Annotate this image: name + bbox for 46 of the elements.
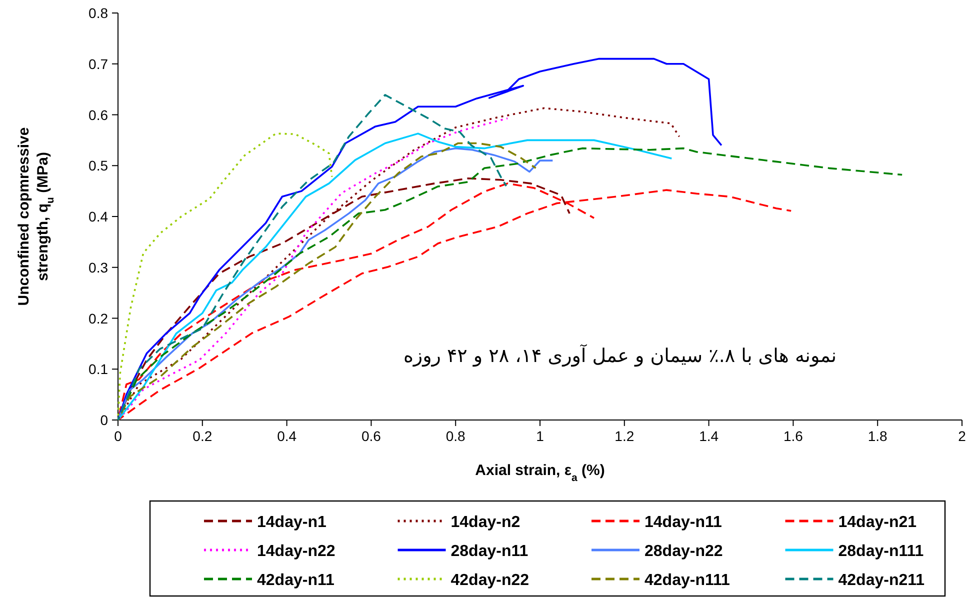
- legend-label: 42day-n22: [450, 572, 530, 589]
- y-tick-label: 0.2: [88, 310, 108, 326]
- y-tick-label: 0.8: [88, 5, 108, 21]
- legend-item: 42day-n11: [204, 572, 334, 589]
- x-tick-label: 1.4: [699, 428, 719, 444]
- legend-label: 14day-n11: [644, 514, 722, 531]
- legend-item: 42day-n111: [592, 572, 730, 589]
- legend-item: 14day-n2: [398, 514, 520, 531]
- legend-item: 14day-n21: [785, 514, 917, 531]
- legend-label: 42day-n111: [644, 572, 730, 589]
- legend-item: 42day-n22: [398, 572, 530, 589]
- legend-item: 14day-n22: [204, 543, 336, 560]
- legend-label: 14day-n2: [450, 514, 520, 531]
- legend-item: 28day-n11: [398, 543, 528, 560]
- legend-label: 14day-n22: [257, 543, 336, 560]
- y-tick-label: 0: [100, 412, 108, 428]
- x-tick-label: 0.2: [192, 428, 212, 444]
- x-tick-label: 1.8: [868, 428, 888, 444]
- y-tick-label: 0.3: [88, 259, 108, 276]
- legend-label: 28day-n22: [644, 543, 723, 560]
- legend-item: 14day-n11: [592, 514, 722, 531]
- legend-item: 14day-n1: [204, 514, 326, 531]
- legend-label: 42day-n211: [838, 572, 925, 589]
- x-tick-label: 1.2: [614, 428, 634, 444]
- x-axis-title: Axial strain, ε$_{a}$ (%): [475, 462, 605, 484]
- x-tick-label: 2: [958, 428, 966, 444]
- y-tick-label: 0.7: [88, 56, 108, 72]
- legend-label: 42day-n11: [257, 572, 334, 589]
- y-tick-label: 0.6: [88, 106, 108, 123]
- x-tick-label: 0.4: [277, 428, 297, 444]
- legend-label: 28day-n11: [450, 543, 528, 560]
- legend-label: 14day-n21: [838, 514, 917, 531]
- y-tick-label: 0.4: [88, 208, 108, 224]
- annotation: نمونه های با ۸.٪ سیمان و عمل آوری ۱۴، ۲۸ و ۴۲ روزه: [403, 344, 837, 367]
- legend-item: 28day-n111: [785, 543, 924, 560]
- legend-item: 28day-n22: [592, 543, 723, 560]
- y-tick-label: 0.1: [88, 361, 108, 378]
- legend-item: 42day-n211: [785, 572, 925, 589]
- x-tick-label: 1.6: [783, 428, 804, 444]
- legend-label: 28day-n111: [838, 543, 924, 560]
- x-tick-label: 1: [536, 428, 544, 444]
- x-tick-label: 0.6: [361, 428, 382, 444]
- x-tick-label: 0: [114, 428, 122, 444]
- legend-label: 14day-n1: [257, 514, 326, 531]
- y-tick-label: 0.5: [88, 158, 108, 174]
- x-tick-label: 0.8: [446, 428, 466, 444]
